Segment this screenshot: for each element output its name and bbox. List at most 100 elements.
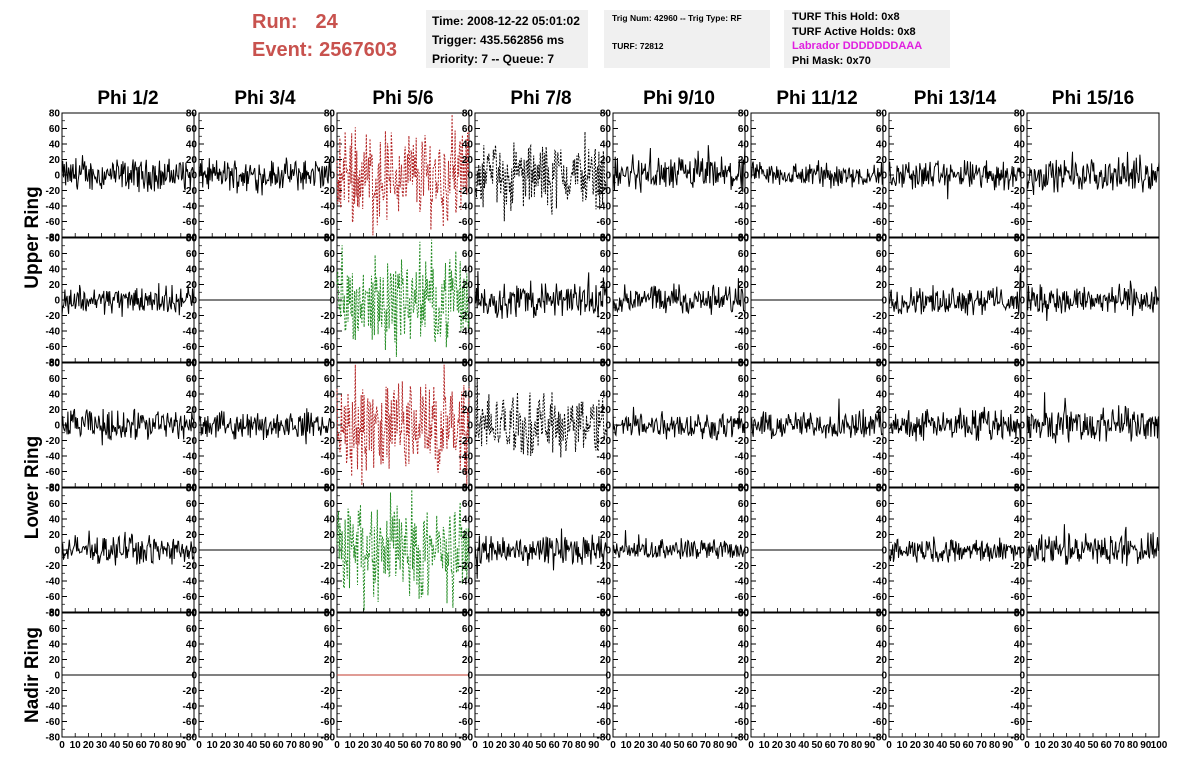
y-tick-label: -60 <box>46 217 61 228</box>
y-tick-label: -60 <box>46 717 61 728</box>
y-tick-label: -40 <box>873 702 888 713</box>
y-tick-label: 0 <box>54 421 60 432</box>
y-tick-label: -20 <box>183 436 198 447</box>
y-tick-label: -40 <box>735 202 750 213</box>
y-tick-label: -40 <box>459 452 474 463</box>
x-tick-label: 100 <box>1151 740 1168 751</box>
y-tick-label: 40 <box>49 640 61 651</box>
y-tick-label: 80 <box>876 109 888 120</box>
y-tick-label: 20 <box>49 655 61 666</box>
y-tick-label: -60 <box>873 592 888 603</box>
x-tick-label: 30 <box>785 740 797 751</box>
x-tick-label: 50 <box>811 740 823 751</box>
x-tick-label: 50 <box>122 740 134 751</box>
waveform-trace <box>474 528 608 579</box>
waveform-trace <box>336 239 470 357</box>
y-tick-label: 80 <box>324 484 336 495</box>
y-tick-label: 80 <box>738 359 750 370</box>
y-tick-label: -20 <box>1011 686 1026 697</box>
y-tick-label: 60 <box>600 499 612 510</box>
y-tick-label: 40 <box>324 640 336 651</box>
y-tick-label: -20 <box>735 186 750 197</box>
y-tick-label: 40 <box>324 265 336 276</box>
phi-column-title: Phi 13/14 <box>914 88 997 109</box>
y-tick-label: 20 <box>738 155 750 166</box>
y-tick-label: 0 <box>743 421 749 432</box>
y-tick-label: 20 <box>49 530 61 541</box>
trig-num-text: Trig Num: 42960 -- Trig Type: RF <box>612 13 742 23</box>
y-tick-label: 80 <box>876 359 888 370</box>
y-tick-label: 60 <box>876 499 888 510</box>
waveform-trace <box>198 157 332 196</box>
y-tick-label: -60 <box>1011 592 1026 603</box>
y-tick-label: -80 <box>46 733 61 744</box>
y-tick-label: -60 <box>321 342 336 353</box>
x-tick-label: 40 <box>798 740 810 751</box>
y-tick-label: 60 <box>49 374 61 385</box>
y-tick-label: -40 <box>321 202 336 213</box>
y-tick-label: 60 <box>738 499 750 510</box>
y-tick-label: -40 <box>597 202 612 213</box>
y-tick-label: 0 <box>1019 171 1025 182</box>
y-tick-label: 80 <box>324 234 336 245</box>
y-tick-label: 60 <box>600 124 612 135</box>
y-tick-label: -20 <box>735 436 750 447</box>
y-tick-label: 40 <box>324 390 336 401</box>
y-tick-label: 40 <box>186 390 198 401</box>
y-tick-label: -20 <box>873 686 888 697</box>
y-tick-label: 0 <box>881 421 887 432</box>
x-tick-label: 10 <box>897 740 909 751</box>
y-tick-label: -60 <box>183 717 198 728</box>
y-tick-label: 80 <box>462 234 474 245</box>
phi-column-title: Phi 1/2 <box>97 88 158 109</box>
y-tick-label: 0 <box>1019 546 1025 557</box>
y-tick-label: -60 <box>873 217 888 228</box>
y-tick-label: 40 <box>49 515 61 526</box>
x-tick-label: 60 <box>825 740 837 751</box>
y-tick-label: 40 <box>876 515 888 526</box>
y-tick-label: 20 <box>324 655 336 666</box>
panel-frame <box>612 237 746 363</box>
ring-title: Upper Ring <box>22 186 43 288</box>
x-tick-label: 60 <box>549 740 561 751</box>
y-tick-label: -60 <box>735 217 750 228</box>
run-value: 24 <box>315 11 338 33</box>
y-tick-label: 0 <box>329 296 335 307</box>
y-tick-label: 20 <box>876 655 888 666</box>
y-tick-label: 0 <box>329 171 335 182</box>
y-tick-label: -80 <box>46 483 61 494</box>
x-tick-label: 50 <box>535 740 547 751</box>
y-tick-label: 20 <box>876 280 888 291</box>
x-tick-label: 0 <box>610 740 616 751</box>
x-tick-label: 50 <box>397 740 409 751</box>
y-tick-label: 0 <box>881 296 887 307</box>
y-tick-label: -80 <box>459 733 474 744</box>
waveform-trace <box>888 536 1022 563</box>
waveform-trace <box>61 408 195 446</box>
y-tick-label: 60 <box>1014 124 1026 135</box>
y-tick-label: 0 <box>881 171 887 182</box>
y-tick-label: 60 <box>876 249 888 260</box>
y-tick-label: -60 <box>183 217 198 228</box>
y-tick-label: -40 <box>459 327 474 338</box>
y-tick-label: 20 <box>876 405 888 416</box>
y-tick-label: -40 <box>597 327 612 338</box>
x-tick-label: 60 <box>687 740 699 751</box>
x-tick-label: 0 <box>886 740 892 751</box>
x-tick-label: 40 <box>936 740 948 751</box>
x-tick-label: 50 <box>949 740 961 751</box>
time-text: Time: 2008-12-22 05:01:02 <box>432 14 580 28</box>
y-tick-label: -40 <box>1011 702 1026 713</box>
labrador-text: Labrador DDDDDDDAAA <box>792 40 923 52</box>
y-tick-label: 80 <box>876 234 888 245</box>
x-tick-label: 20 <box>496 740 508 751</box>
y-tick-label: 0 <box>467 171 473 182</box>
y-tick-label: -40 <box>873 202 888 213</box>
y-tick-label: 80 <box>1014 359 1026 370</box>
y-tick-label: -20 <box>735 561 750 572</box>
y-tick-label: 20 <box>324 530 336 541</box>
y-tick-label: -80 <box>183 733 198 744</box>
x-tick-label: 30 <box>923 740 935 751</box>
x-tick-label: 10 <box>483 740 495 751</box>
y-tick-label: 40 <box>462 390 474 401</box>
